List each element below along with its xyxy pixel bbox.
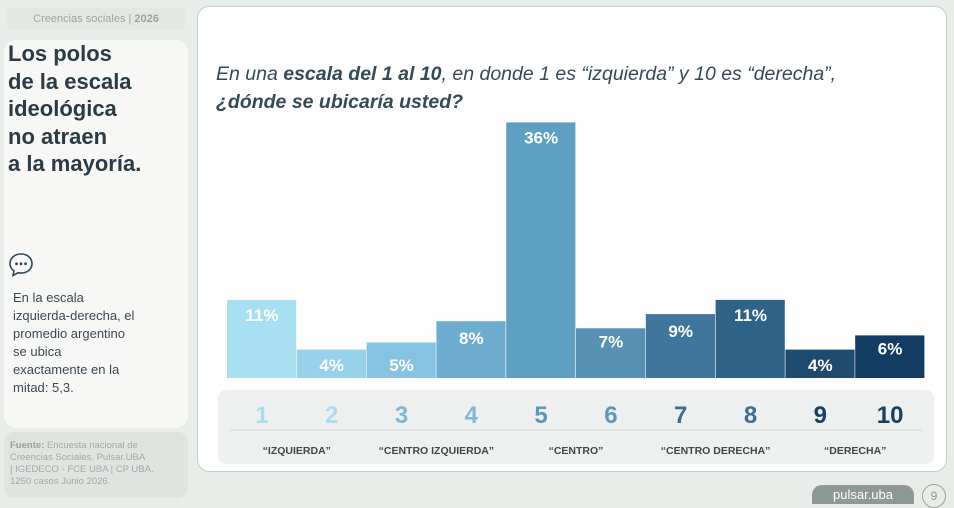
source-line: | IGEDECO - FCE UBA | CP UBA.	[10, 464, 154, 475]
section-label: Creencias sociales | 2026	[6, 8, 186, 30]
headline-line: Los polos	[8, 41, 112, 66]
section-name: Creencias sociales |	[33, 13, 132, 25]
speech-bubble-icon	[9, 253, 33, 278]
headline-line: no atraen	[8, 123, 108, 149]
summary-line: se ubica	[13, 344, 62, 359]
source-line: 1250 casos Junio 2026.	[10, 476, 111, 487]
headline-line: a la mayoría.	[8, 151, 142, 176]
question-emphasis: escala del 1 al 10	[283, 63, 442, 85]
source-panel	[4, 432, 188, 498]
left-panel	[4, 40, 188, 428]
summary-line: promedio argentino	[13, 326, 126, 341]
brand-logo: pulsar.uba	[812, 485, 914, 504]
summary-line: mitad: 5,3.	[13, 380, 74, 395]
question-part: En una	[216, 63, 284, 85]
source-note: Fuente: Encuesta nacional de Creencias S…	[10, 440, 182, 488]
source-line: Encuesta nacional de	[44, 440, 138, 451]
summary-text: En la escala izquierda-derecha, el prome…	[13, 289, 181, 397]
summary-line: exactamente en la	[13, 362, 120, 377]
chart-question: En una escala del 1 al 10, en donde 1 es…	[216, 60, 916, 116]
headline-line: de la escala	[8, 68, 132, 94]
source-label: Fuente:	[10, 440, 45, 451]
headline-line: ideológica	[8, 96, 117, 121]
source-line: Creencias Sociales. Pulsar.UBA	[10, 452, 146, 463]
section-year: 2026	[134, 13, 159, 25]
headline: Los polos de la escala ideológica no atr…	[8, 40, 178, 178]
summary-line: En la escala	[13, 290, 84, 305]
page-number: 9	[922, 484, 946, 508]
summary-line: izquierda-derecha, el	[13, 308, 135, 323]
question-part: , en donde 1 es “izquierda” y 10 es “der…	[441, 63, 837, 85]
question-line-2: ¿dónde se ubicaría usted?	[216, 91, 464, 113]
